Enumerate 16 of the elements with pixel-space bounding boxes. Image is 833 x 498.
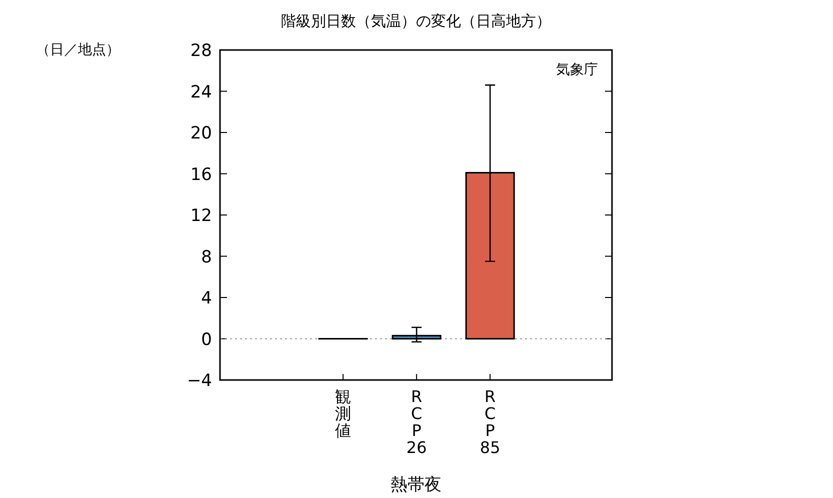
text: 気象庁 [556,62,598,78]
x-tick-label: 観測値 [335,387,352,440]
y-tick-label: 20 [190,124,212,144]
y-tick-label: 16 [190,164,212,185]
y-axis-title: （日／地点） [36,42,120,58]
y-tick-label: 12 [190,206,212,226]
y-tick-label: 24 [190,82,212,102]
x-tick-label: RCP26 [406,387,427,457]
y-tick-label: 4 [201,288,212,308]
chart-title: 階級別日数（気温）の変化（日高地方） [281,12,551,30]
y-tick-label: 0 [201,330,212,350]
x-axis-title: 熱帯夜 [390,475,442,495]
x-tick-label: RCP85 [480,387,500,457]
y-tick-label: 8 [201,247,212,268]
y-tick-label: 28 [190,41,212,61]
y-tick-label: −4 [186,371,212,391]
